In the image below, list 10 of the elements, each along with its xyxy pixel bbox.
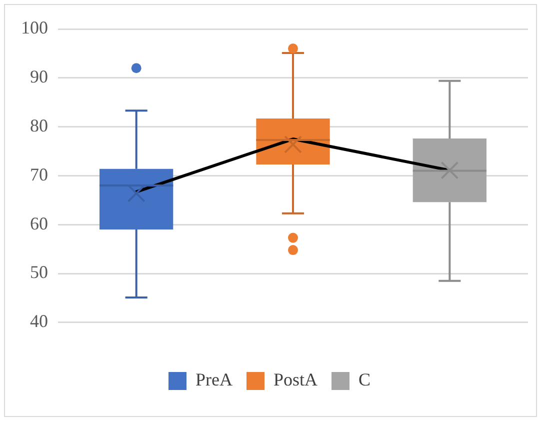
legend-label: PreA: [195, 370, 232, 390]
y-tick-label: 50: [30, 262, 48, 282]
y-tick-label: 70: [30, 164, 48, 184]
y-tick-label: 40: [30, 311, 48, 332]
legend-label: PostA: [273, 370, 318, 390]
y-tick-label: 90: [30, 66, 48, 87]
y-tick-label: 60: [30, 213, 48, 234]
legend-label: C: [358, 370, 371, 390]
y-tick-label: 100: [21, 18, 48, 38]
y-tick-label: 80: [30, 116, 48, 136]
